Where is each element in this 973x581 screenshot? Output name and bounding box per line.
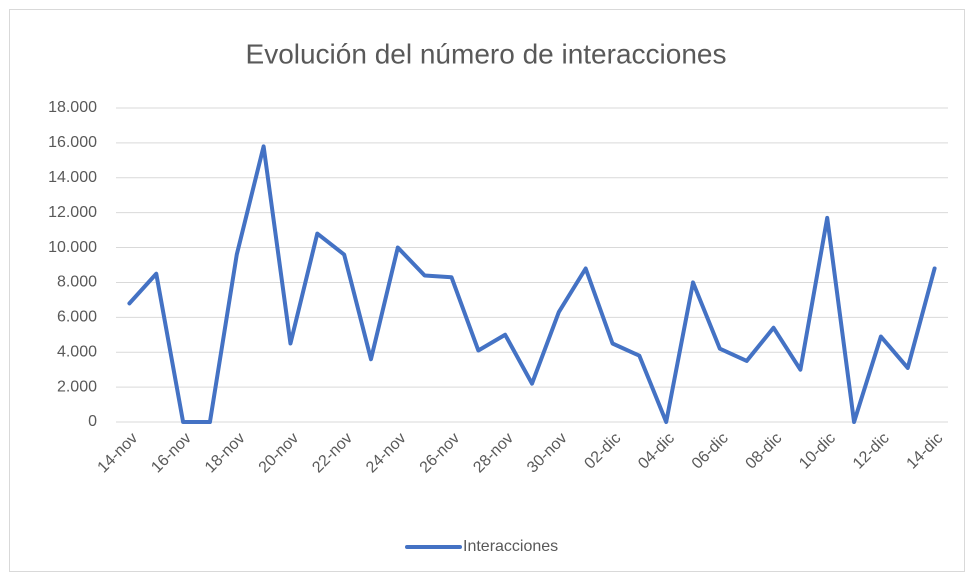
y-tick-label: 10.000 [48,239,97,256]
y-tick-label: 4.000 [57,343,97,360]
legend-label: Interacciones [463,538,558,555]
y-tick-label: 0 [88,413,97,430]
data-line [127,144,937,424]
y-tick-label: 2.000 [57,378,97,395]
y-tick-label: 18.000 [48,99,97,116]
chart-title: Evolución del número de interacciones [246,38,727,69]
chart-border [9,9,965,572]
y-tick-label: 16.000 [48,134,97,151]
y-tick-label: 14.000 [48,169,97,186]
y-tick-label: 12.000 [48,204,97,221]
y-tick-label: 6.000 [57,309,97,326]
y-tick-label: 8.000 [57,274,97,291]
